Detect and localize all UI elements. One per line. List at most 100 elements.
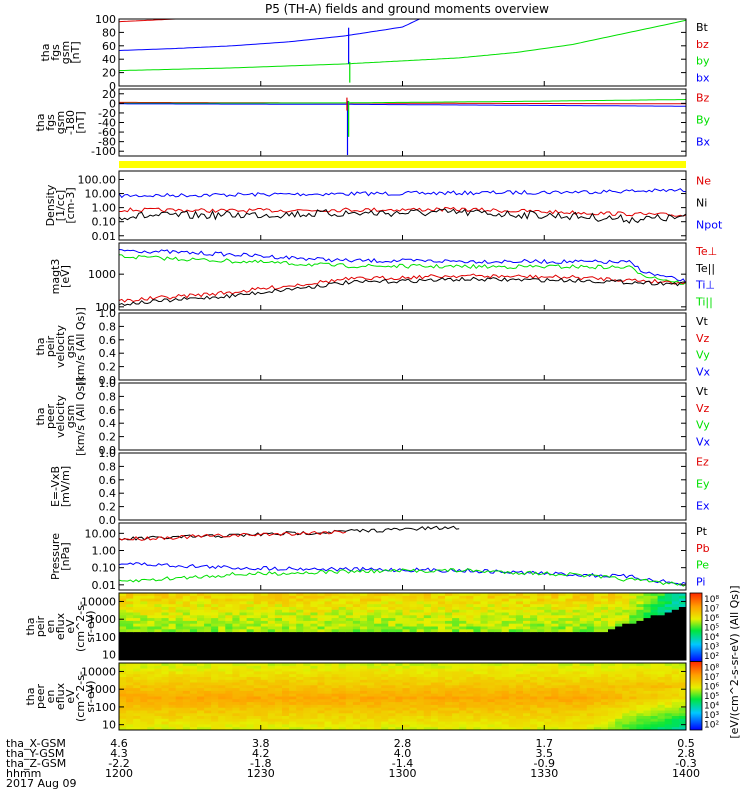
heatmap-cell [303, 598, 311, 602]
heatmap-cell [636, 693, 645, 698]
heatmap-cell [409, 721, 418, 725]
heatmap-cell [409, 727, 418, 730]
heatmap-cell [367, 688, 375, 692]
heatmap-cell [395, 657, 404, 660]
heatmap-cell [601, 623, 609, 628]
heatmap-cell [466, 702, 474, 706]
heatmap-cell [530, 665, 538, 670]
heatmap-cell [197, 704, 205, 709]
heatmap-cell [558, 640, 567, 644]
heatmap-cell [133, 727, 141, 730]
heatmap-cell [168, 604, 177, 608]
heatmap-cell [650, 640, 659, 644]
heatmap-cell [608, 595, 616, 600]
heatmap-cell [218, 718, 226, 723]
heatmap-cell [246, 718, 255, 723]
heatmap-cell [225, 721, 233, 725]
heatmap-cell [175, 682, 184, 686]
heatmap-cell [182, 657, 191, 660]
heatmap-cell [494, 634, 503, 639]
heatmap-cell [303, 595, 311, 600]
heatmap-cell [402, 620, 411, 625]
heatmap-cell [253, 696, 262, 700]
heatmap-cell [175, 640, 184, 644]
heatmap-cell [501, 657, 510, 660]
heatmap-cell [260, 707, 269, 712]
heatmap-cell [608, 640, 616, 644]
heatmap-cell [388, 663, 396, 667]
series-ti|| [119, 254, 686, 285]
heatmap-cell [367, 657, 375, 660]
y-axis-label-line: gsm [59, 41, 72, 64]
heatmap-cell [161, 693, 170, 698]
heatmap-cell [154, 685, 163, 689]
x-row-value: 4.6 [110, 737, 128, 750]
heatmap-cell [324, 595, 333, 600]
heatmap-cell [367, 615, 375, 619]
heatmap-cell [402, 609, 411, 614]
heatmap-cell [367, 721, 375, 725]
heatmap-cell [267, 648, 276, 653]
heatmap-cell [204, 679, 212, 684]
heatmap-cell [537, 609, 545, 614]
heatmap-cell [374, 685, 382, 689]
heatmap-cell [423, 685, 432, 689]
heatmap-cell [147, 601, 155, 605]
heatmap-cell [296, 643, 304, 647]
heatmap-cell [168, 648, 177, 653]
heatmap-cell [636, 620, 645, 625]
heatmap-cell [133, 682, 141, 686]
heatmap-cell [473, 727, 482, 730]
heatmap-cell [416, 595, 425, 600]
heatmap-cell [317, 646, 326, 650]
y-tick-label: 0.10 [92, 562, 117, 575]
heatmap-cell [657, 601, 666, 605]
heatmap-cell [324, 696, 333, 700]
heatmap-cell [126, 677, 134, 681]
heatmap-cell [246, 713, 255, 717]
heatmap-cell [530, 674, 538, 678]
heatmap-cell [289, 595, 297, 600]
heatmap-cell [204, 702, 212, 706]
heatmap-cell [289, 690, 297, 695]
heatmap-cell [523, 598, 531, 602]
heatmap-cell [267, 609, 276, 614]
heatmap-cell [147, 604, 155, 608]
heatmap-cell [430, 657, 439, 660]
heatmap-cell [147, 710, 155, 714]
heatmap-cell [437, 702, 446, 706]
heatmap-cell [565, 710, 574, 714]
heatmap-cell [558, 632, 567, 636]
heatmap-cell [480, 668, 489, 672]
heatmap-cell [643, 595, 652, 600]
heatmap-cell [466, 679, 474, 684]
heatmap-cell [650, 607, 659, 611]
heatmap-cell [523, 718, 531, 723]
heatmap-cell [147, 651, 155, 655]
heatmap-cell [515, 724, 524, 728]
heatmap-cell [289, 593, 297, 597]
heatmap-cell [197, 654, 205, 658]
heatmap-cell [601, 646, 609, 650]
heatmap-cell [225, 674, 233, 678]
heatmap-cell [267, 696, 276, 700]
heatmap-cell [388, 679, 396, 684]
heatmap-cell [175, 593, 184, 597]
heatmap-cell [204, 612, 212, 616]
heatmap-cell [629, 707, 637, 712]
heatmap-cell [303, 609, 311, 614]
heatmap-cell [452, 651, 460, 655]
heatmap-cell [296, 620, 304, 625]
heatmap-cell [360, 663, 368, 667]
heatmap-cell [267, 604, 276, 608]
heatmap-cell [593, 707, 602, 712]
heatmap-cell [374, 598, 382, 602]
heatmap-cell [466, 707, 474, 712]
heatmap-cell [274, 629, 283, 633]
heatmap-cell [643, 685, 652, 689]
heatmap-cell [537, 629, 545, 633]
heatmap-cell [579, 593, 588, 597]
heatmap-cell [338, 674, 347, 678]
heatmap-cell [303, 668, 311, 672]
heatmap-cell [572, 707, 581, 712]
